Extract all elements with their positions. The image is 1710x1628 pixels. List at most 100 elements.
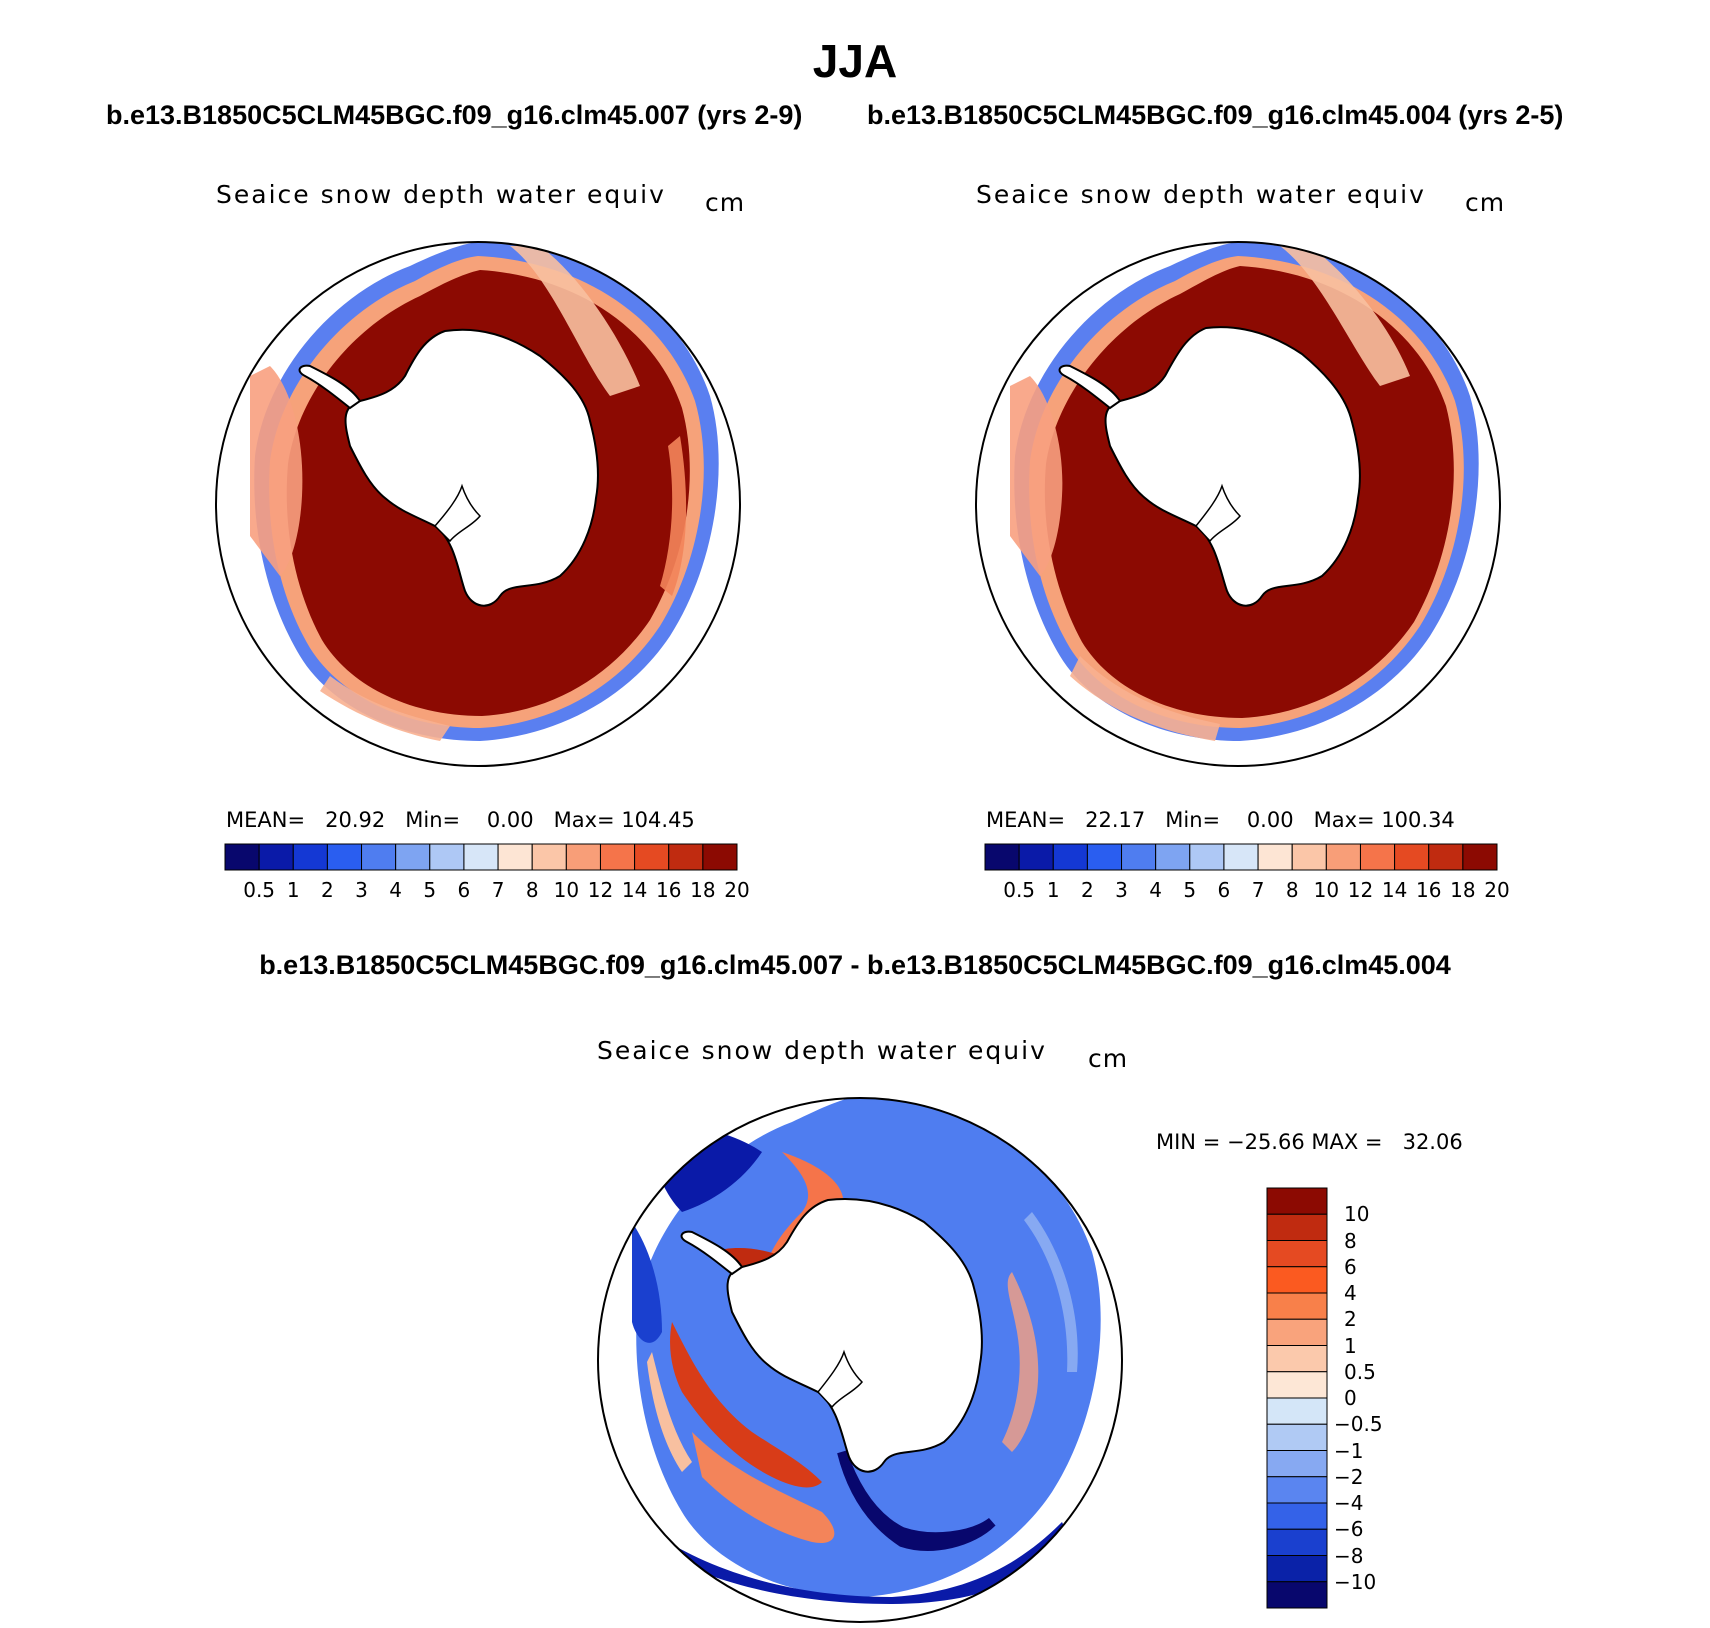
right-mean-value: 22.17: [1085, 808, 1146, 832]
left-stats: MEAN= 20.92 Min= 0.00 Max= 104.45: [226, 808, 695, 832]
left-polar-map: [215, 241, 741, 767]
right-colorbar-swatch: [1257, 843, 1293, 871]
left-colorbar-tick-label: 12: [587, 878, 614, 902]
left-colorbar-tick-label: 20: [724, 878, 750, 902]
right-variable-title: Seaice snow depth water equiv: [976, 180, 1426, 209]
diff-colorbar-swatch: [1266, 1318, 1328, 1346]
left-colorbar-swatch: [258, 843, 294, 871]
diff-colorbar-swatch: [1266, 1397, 1328, 1425]
right-colorbar-tick-label: 2: [1081, 878, 1094, 902]
left-run-label: b.e13.B1850C5CLM45BGC.f09_g16.clm45.007 …: [106, 100, 803, 130]
right-colorbar-tick-label: 8: [1285, 878, 1299, 902]
left-colorbar-tick-label: 3: [355, 878, 368, 902]
right-colorbar-tick-label: 4: [1149, 878, 1163, 902]
right-colorbar-tick-label: 0.5: [1003, 878, 1036, 902]
right-run-label: b.e13.B1850C5CLM45BGC.f09_g16.clm45.004 …: [867, 100, 1564, 130]
diff-colorbar-tick-label: 10: [1344, 1202, 1370, 1227]
diff-min-label: MIN =: [1156, 1130, 1221, 1154]
left-variable-title: Seaice snow depth water equiv: [216, 180, 666, 209]
diff-colorbar-swatch: [1266, 1502, 1328, 1530]
left-min-label: Min=: [405, 808, 461, 832]
diff-colorbar-swatch: [1266, 1581, 1328, 1609]
left-colorbar-swatch: [668, 843, 704, 871]
map-border: [215, 241, 741, 767]
right-colorbar-tick-label: 7: [1251, 878, 1265, 902]
left-units: cm: [705, 188, 746, 217]
left-colorbar-ticks: 0.5 1 2 3 4 5 6 7 8 10 12 14 16 18 20: [225, 878, 750, 904]
left-colorbar-swatch: [292, 843, 328, 871]
right-colorbar-swatch: [1223, 843, 1259, 871]
right-colorbar-swatch: [1018, 843, 1054, 871]
right-colorbar-tick-label: 20: [1484, 878, 1510, 902]
diff-colorbar-swatch: [1266, 1450, 1328, 1478]
diff-colorbar-swatch: [1266, 1528, 1328, 1556]
left-max-label: Max=: [553, 808, 615, 832]
diff-colorbar-tick-label: 1: [1344, 1333, 1357, 1358]
left-colorbar-swatch: [497, 843, 533, 871]
left-colorbar-swatch: [634, 843, 670, 871]
right-colorbar-swatch: [1462, 843, 1498, 871]
left-colorbar-swatch: [429, 843, 465, 871]
diff-colorbar-tick-label: −4: [1334, 1491, 1364, 1515]
left-colorbar-tick-label: 2: [321, 878, 334, 902]
diff-colorbar-swatch: [1266, 1266, 1328, 1294]
left-colorbar-swatch: [326, 843, 363, 871]
diff-max-label: MAX =: [1311, 1130, 1383, 1154]
right-max-label: Max=: [1313, 808, 1375, 832]
left-colorbar: [224, 843, 738, 871]
left-colorbar-tick-label: 4: [389, 878, 403, 902]
left-colorbar-tick-label: 8: [525, 878, 539, 902]
left-colorbar-swatch: [395, 843, 431, 871]
left-colorbar-tick-label: 10: [553, 878, 580, 902]
left-colorbar-swatch: [531, 843, 567, 871]
diff-polar-map: [597, 1097, 1123, 1623]
right-colorbar-tick-label: 16: [1415, 878, 1442, 902]
diff-colorbar-swatch: [1266, 1345, 1328, 1373]
right-min-value: 0.00: [1246, 808, 1294, 832]
right-units: cm: [1465, 188, 1506, 217]
diff-variable-title: Seaice snow depth water equiv: [597, 1036, 1047, 1065]
right-min-label: Min=: [1165, 808, 1221, 832]
diff-max-value: 32.06: [1402, 1130, 1463, 1154]
right-max-value: 100.34: [1381, 808, 1455, 832]
diff-colorbar-tick-label: −6: [1334, 1517, 1364, 1542]
left-max-value: 104.45: [621, 808, 695, 832]
diff-colorbar-tick-label: 6: [1344, 1254, 1357, 1279]
diff-colorbar-tick-label: 4: [1344, 1281, 1357, 1305]
diff-colorbar-tick-label: −8: [1334, 1543, 1364, 1568]
right-colorbar-ticks: 0.5 1 2 3 4 5 6 7 8 10 12 14 16 18 20: [985, 878, 1510, 904]
left-colorbar-tick-label: 0.5: [243, 878, 276, 902]
right-colorbar-swatch: [1121, 843, 1157, 871]
diff-colorbar-tick-label: 0: [1344, 1386, 1357, 1410]
left-colorbar-swatch: [361, 843, 397, 871]
left-colorbar-tick-label: 6: [457, 878, 471, 902]
right-colorbar-swatch: [1155, 843, 1191, 871]
diff-units: cm: [1088, 1044, 1129, 1073]
right-colorbar-swatch: [1394, 843, 1430, 871]
left-colorbar-tick-label: 7: [491, 878, 505, 902]
right-colorbar-swatch: [1052, 843, 1088, 871]
diff-colorbar-tick-label: −1: [1334, 1438, 1364, 1463]
right-colorbar-swatch: [1086, 843, 1123, 871]
right-colorbar-swatch: [1291, 843, 1327, 871]
diff-colorbar-tick-label: −2: [1334, 1464, 1364, 1489]
diff-colorbar-ticks: 10 8 6 4 2 1 0.5 0 −0.5 −1 −2 −4 −6 −8 −10: [1334, 1187, 1434, 1609]
figure-title: JJA: [812, 35, 898, 87]
diff-colorbar-swatch: [1266, 1371, 1328, 1399]
diff-colorbar-swatch: [1266, 1213, 1328, 1241]
right-colorbar: [984, 843, 1498, 871]
left-colorbar-tick-label: 5: [423, 878, 437, 902]
left-colorbar-swatch: [463, 843, 499, 871]
right-colorbar-swatch: [1325, 843, 1361, 871]
diff-colorbar-swatch: [1266, 1476, 1328, 1504]
right-colorbar-swatch: [1189, 843, 1225, 871]
left-colorbar-swatch: [565, 843, 601, 871]
diff-colorbar-tick-label: 2: [1344, 1307, 1357, 1332]
right-colorbar-tick-label: 10: [1313, 878, 1340, 902]
left-colorbar-tick-label: 18: [690, 878, 716, 902]
right-mean-label: MEAN=: [986, 808, 1066, 832]
left-colorbar-tick-label: 16: [655, 878, 682, 902]
right-colorbar-swatch: [1428, 843, 1464, 871]
diff-colorbar-tick-label: 0.5: [1344, 1359, 1376, 1384]
right-colorbar-tick-label: 3: [1115, 878, 1128, 902]
